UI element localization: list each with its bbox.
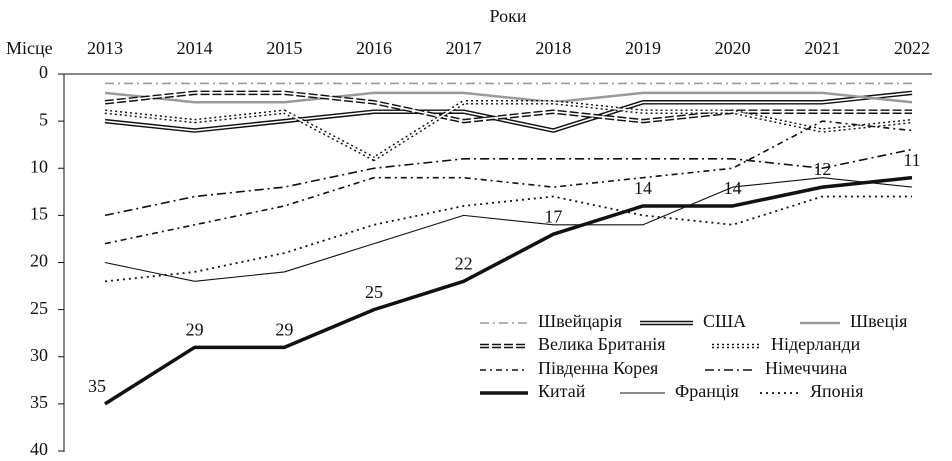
y-tick-label: 30 bbox=[30, 345, 48, 365]
x-tick-label: 2019 bbox=[625, 38, 661, 58]
legend-label: Китай bbox=[538, 381, 586, 401]
legend-label: Нідерланди bbox=[771, 334, 861, 354]
legend-label: Німеччина bbox=[765, 358, 847, 378]
legend-label: Франція bbox=[675, 381, 739, 401]
series-line bbox=[104, 175, 913, 406]
y-tick-label: 10 bbox=[30, 156, 48, 176]
data-label: 11 bbox=[903, 150, 920, 170]
data-label: 12 bbox=[813, 159, 831, 179]
y-axis-label: Місце bbox=[6, 38, 53, 58]
y-tick-label: 35 bbox=[30, 392, 48, 412]
data-label: 25 bbox=[365, 282, 383, 302]
y-tick-label: 15 bbox=[30, 204, 48, 224]
data-label: 29 bbox=[186, 319, 204, 339]
y-tick-label: 0 bbox=[39, 62, 48, 82]
y-tick-label: 20 bbox=[30, 251, 48, 271]
legend-label: Японія bbox=[810, 381, 864, 401]
series-line bbox=[104, 92, 913, 132]
legend-label: Південна Корея bbox=[538, 358, 658, 378]
series-line bbox=[104, 91, 913, 104]
x-tick-label: 2015 bbox=[266, 38, 302, 58]
data-label: 35 bbox=[88, 376, 106, 396]
series-line bbox=[104, 92, 912, 122]
x-axis-label: Роки bbox=[490, 6, 527, 26]
x-tick-label: 2016 bbox=[356, 38, 392, 58]
y-tick-label: 40 bbox=[30, 439, 48, 459]
legend-label: Швеція bbox=[850, 311, 907, 331]
data-label: 14 bbox=[724, 178, 742, 198]
data-label: 17 bbox=[544, 206, 562, 226]
x-tick-label: 2013 bbox=[87, 38, 123, 58]
series-line bbox=[104, 177, 913, 282]
series-line bbox=[104, 101, 913, 160]
legend-label: Велика Британія bbox=[538, 334, 666, 354]
legend-label: Швейцарія bbox=[538, 311, 622, 331]
x-tick-label: 2020 bbox=[715, 38, 751, 58]
x-tick-label: 2022 bbox=[894, 38, 930, 58]
legend-label: США bbox=[703, 311, 746, 331]
x-tick-label: 2021 bbox=[804, 38, 840, 58]
series-line bbox=[104, 195, 912, 283]
data-label: 14 bbox=[634, 178, 652, 198]
series-line bbox=[104, 148, 913, 217]
x-tick-label: 2018 bbox=[535, 38, 571, 58]
data-label: 22 bbox=[455, 253, 473, 273]
series-line bbox=[104, 120, 913, 245]
x-tick-label: 2017 bbox=[446, 38, 482, 58]
data-label: 29 bbox=[275, 319, 293, 339]
y-tick-label: 25 bbox=[30, 298, 48, 318]
y-tick-label: 5 bbox=[39, 109, 48, 129]
x-tick-label: 2014 bbox=[177, 38, 213, 58]
